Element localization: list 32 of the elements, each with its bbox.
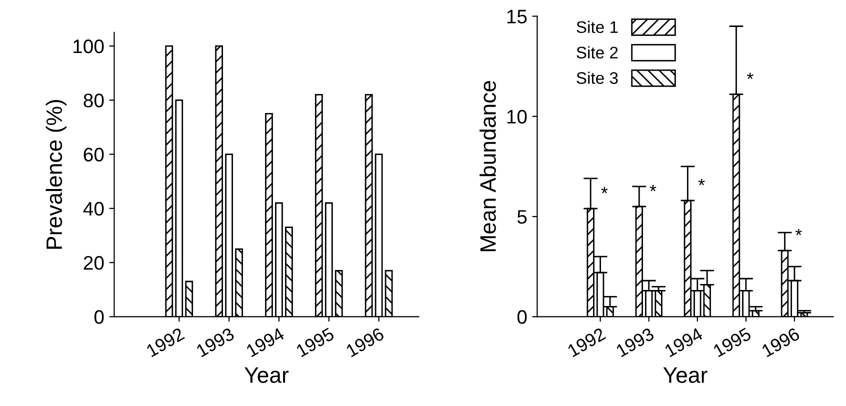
annotation: * — [650, 184, 656, 192]
x-tick-label: 1994 — [246, 327, 286, 358]
y-tick-label: 100 — [74, 39, 104, 54]
legend-label: Site 2 — [576, 46, 618, 59]
legend-label: Site 3 — [576, 72, 618, 84]
x-tick-label: 1996 — [345, 327, 385, 358]
x-tick-label: 1994 — [664, 327, 704, 358]
x-tick-label: 1993 — [196, 327, 235, 358]
x-tick-label: 1995 — [712, 327, 752, 358]
x-tick-label: 1996 — [761, 327, 800, 358]
annotation: * — [795, 228, 802, 236]
annotation: * — [698, 178, 705, 186]
y-tick-label: 0 — [517, 310, 527, 324]
y-tick-label: 60 — [84, 148, 104, 162]
y-axis-title: Prevalence (%) — [46, 100, 66, 249]
x-axis-title: Year — [663, 367, 708, 383]
legend-label: Site 1 — [576, 20, 618, 34]
y-tick-label: 10 — [507, 110, 527, 124]
y-axis-title: Mean Abundance — [480, 80, 496, 252]
y-tick-label: 80 — [84, 94, 104, 108]
y-tick-label: 40 — [83, 202, 104, 216]
y-tick-label: 20 — [84, 256, 104, 270]
x-tick-label: 1992 — [566, 327, 606, 358]
x-tick-label: 1992 — [146, 327, 185, 358]
x-axis-title: Year — [244, 367, 289, 383]
annotation: * — [601, 186, 608, 194]
y-tick-label: 5 — [517, 210, 527, 224]
x-tick-label: 1995 — [296, 327, 335, 358]
annotation: * — [746, 72, 754, 80]
x-tick-label: 1993 — [616, 327, 655, 358]
y-tick-label: 0 — [94, 310, 104, 324]
y-tick-label: 15 — [507, 10, 527, 24]
